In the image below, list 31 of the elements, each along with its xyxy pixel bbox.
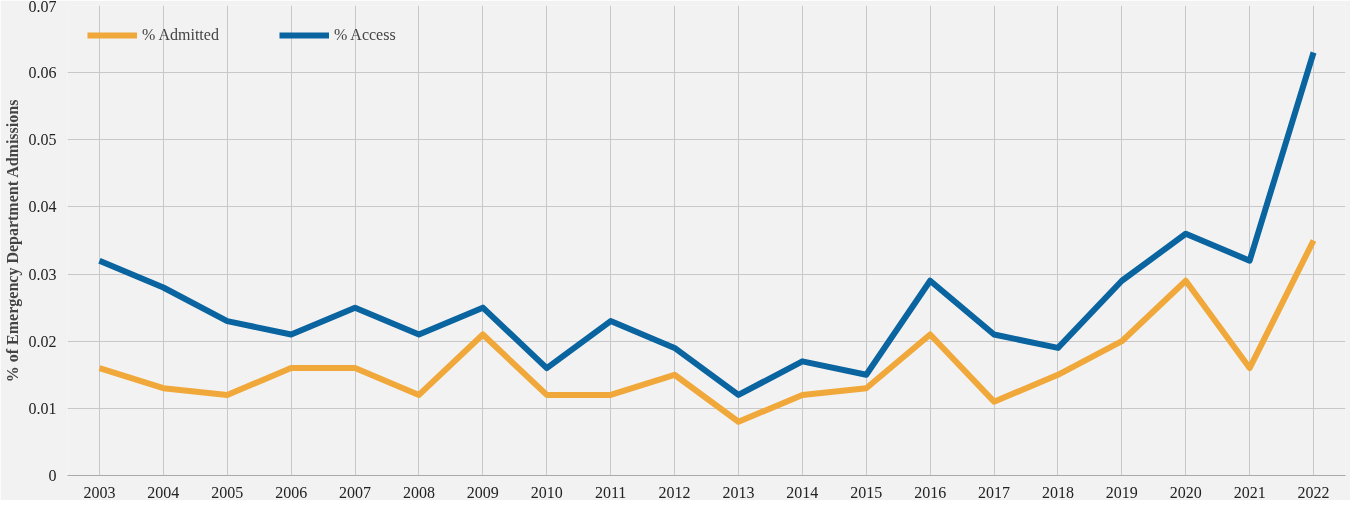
x-tick-label: 2012 — [658, 483, 691, 501]
x-tick-label: 2009 — [466, 483, 499, 501]
x-tick-label: 2004 — [147, 483, 180, 501]
x-tick-label: 2006 — [275, 483, 308, 501]
x-tick-label: 2018 — [1041, 483, 1074, 501]
y-tick-label: 0.07 — [28, 0, 57, 15]
x-tick-label: 2016 — [914, 483, 947, 501]
y-tick-label: 0.04 — [28, 198, 57, 216]
x-tick-label: 2014 — [786, 483, 819, 501]
y-tick-label: 0.06 — [28, 64, 57, 82]
x-tick-label: 2007 — [339, 483, 372, 501]
y-tick-label: 0.02 — [28, 332, 57, 350]
y-tick-label: 0.01 — [28, 399, 57, 417]
y-tick-label: 0 — [48, 467, 57, 484]
y-tick-label: 0.05 — [28, 131, 57, 149]
x-tick-label: 2010 — [530, 483, 563, 501]
x-tick-label: 2021 — [1233, 483, 1266, 501]
x-tick-label: 2008 — [402, 483, 435, 501]
x-tick-label: 2015 — [850, 483, 883, 501]
x-tick-label: 2020 — [1169, 483, 1202, 501]
x-tick-label: 2022 — [1297, 483, 1330, 501]
x-tick-label: 2017 — [978, 483, 1011, 501]
y-tick-label: 0.03 — [28, 265, 57, 283]
x-tick-label: 2005 — [211, 483, 244, 501]
x-tick-label: 2019 — [1105, 483, 1138, 501]
x-tick-label: 2013 — [722, 483, 755, 501]
x-tick-label: 2003 — [83, 483, 116, 501]
y-axis-title: % of Emergency Department Admissions — [3, 99, 22, 383]
legend-label: % Access — [333, 26, 396, 44]
x-tick-label: 2011 — [594, 483, 627, 501]
legend-label: % Admitted — [142, 26, 219, 44]
